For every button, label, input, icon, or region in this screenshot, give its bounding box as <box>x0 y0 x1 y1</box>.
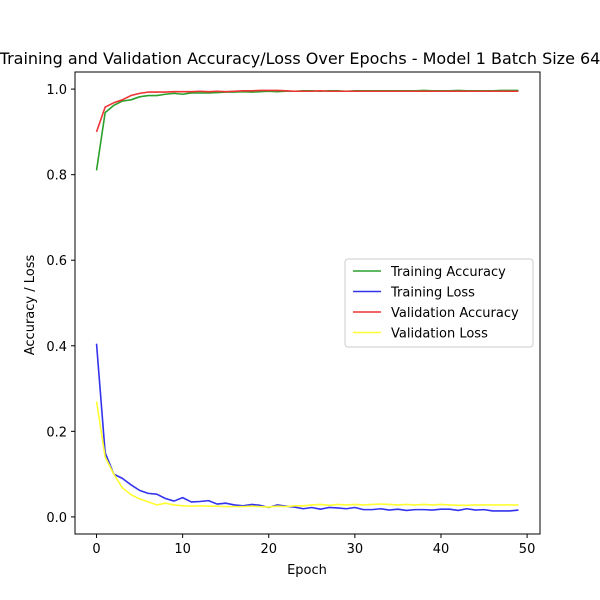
series-lines <box>95 89 519 512</box>
legend-label-validation-loss: Validation Loss <box>391 327 488 342</box>
plot-area: 0 10 20 30 40 50 0.0 0.2 0.4 0.6 0.8 1.0 <box>46 71 541 557</box>
y-tick-label: 1.0 <box>46 83 67 98</box>
series-line-validation-accuracy <box>95 89 519 133</box>
legend-label-training-loss: Training Loss <box>390 286 475 301</box>
y-axis-label: Accuracy / Loss <box>23 255 38 356</box>
legend-items: Training Accuracy Training Loss Validation… <box>353 265 519 342</box>
series-line-validation-loss <box>95 401 519 508</box>
legend-label-training-accuracy: Training Accuracy <box>390 265 506 280</box>
x-tick-label: 10 <box>174 542 191 557</box>
y-tick-label: 0.6 <box>46 254 67 269</box>
x-tick-label: 50 <box>519 542 536 557</box>
legend: Training Accuracy Training Loss Validation… <box>344 258 534 348</box>
x-axis-ticks: 0 10 20 30 40 50 <box>92 534 535 557</box>
y-axis-ticks: 0.0 0.2 0.4 0.6 0.8 1.0 <box>46 83 75 526</box>
y-tick-label: 0.2 <box>46 425 67 440</box>
x-tick-label: 40 <box>433 542 450 557</box>
legend-label-validation-accuracy: Validation Accuracy <box>391 306 519 321</box>
x-tick-label: 30 <box>347 542 364 557</box>
x-axis-label: Epoch <box>287 563 327 578</box>
y-tick-label: 0.4 <box>46 340 67 355</box>
x-tick-label: 0 <box>92 542 100 557</box>
legend-box <box>344 258 534 348</box>
x-tick-label: 20 <box>260 542 277 557</box>
axes-frame <box>74 71 541 535</box>
y-tick-label: 0.8 <box>46 169 67 184</box>
series-line-training-loss <box>95 343 519 512</box>
chart-title: Training and Validation Accuracy/Loss Ov… <box>0 49 600 68</box>
y-tick-label: 0.0 <box>46 511 67 526</box>
